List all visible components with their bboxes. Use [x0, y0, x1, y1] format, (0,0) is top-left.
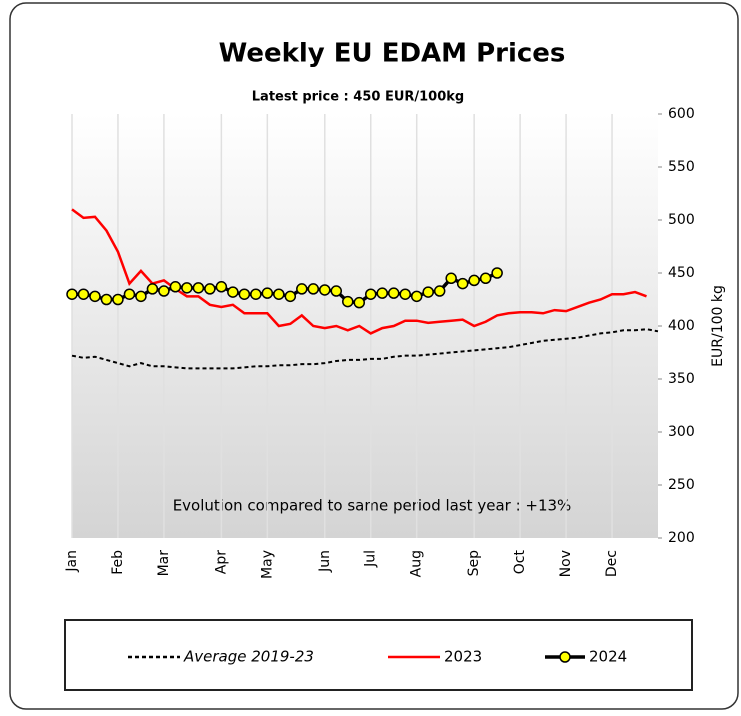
legend-marker — [559, 651, 571, 663]
marker — [284, 290, 297, 303]
y-tick-label: 550 — [668, 159, 695, 175]
marker — [376, 287, 388, 299]
marker — [342, 295, 354, 308]
x-tick-label: Mar — [156, 550, 172, 577]
marker — [353, 296, 366, 309]
marker — [491, 267, 503, 279]
series-line — [71, 208, 647, 335]
marker — [181, 282, 193, 294]
series-line — [71, 328, 659, 370]
marker — [89, 290, 101, 303]
marker — [135, 290, 147, 303]
marker — [66, 288, 78, 300]
marker — [410, 290, 423, 303]
y-tick-label: 450 — [668, 265, 695, 281]
marker — [169, 281, 182, 293]
marker — [100, 293, 113, 306]
marker — [215, 281, 228, 293]
marker — [422, 286, 434, 298]
legend — [64, 619, 693, 691]
x-tick-label: Oct — [512, 550, 528, 575]
legend-label: 2023 — [444, 648, 482, 666]
marker — [387, 287, 400, 299]
y-tick-label: 350 — [668, 371, 695, 387]
marker — [158, 285, 170, 297]
marker — [399, 288, 411, 300]
x-tick-label: Jun — [317, 550, 333, 573]
y-tick-label: 200 — [668, 530, 695, 546]
marker — [77, 288, 90, 300]
marker — [112, 293, 124, 306]
plot-area — [72, 114, 658, 538]
marker — [330, 285, 343, 297]
x-tick-label: Nov — [558, 550, 574, 577]
marker — [227, 286, 239, 298]
chart-subtitle: Latest price : 450 EUR/100kg — [252, 90, 464, 105]
y-tick-label: 500 — [668, 212, 695, 228]
legend-label: Average 2019-23 — [183, 648, 314, 666]
marker — [468, 274, 480, 287]
y-tick-label: 600 — [668, 106, 695, 122]
marker — [238, 288, 251, 300]
marker — [319, 284, 331, 296]
y-axis-title: EUR/100 kg — [710, 285, 726, 367]
x-tick-label: Feb — [110, 550, 126, 575]
y-tick-label: 300 — [668, 424, 695, 440]
y-tick-label: 250 — [668, 477, 695, 493]
marker — [456, 277, 469, 290]
marker — [192, 282, 205, 294]
x-tick-label: Sep — [466, 550, 482, 577]
y-tick-label: 400 — [668, 318, 695, 334]
chart-title: Weekly EU EDAM Prices — [219, 39, 566, 69]
x-tick-label: Jan — [64, 550, 80, 573]
marker — [250, 288, 262, 300]
marker — [261, 287, 274, 299]
marker — [204, 283, 216, 295]
marker — [364, 288, 377, 300]
legend-label: 2024 — [589, 648, 627, 666]
marker — [273, 288, 285, 300]
x-tick-label: Jul — [363, 550, 379, 568]
marker — [479, 272, 492, 285]
x-tick-label: Apr — [213, 550, 229, 574]
marker — [146, 283, 159, 295]
marker — [296, 283, 308, 295]
marker — [123, 288, 136, 300]
x-tick-label: Dec — [604, 550, 620, 577]
marker — [433, 285, 446, 297]
x-tick-label: May — [259, 550, 275, 579]
marker — [307, 283, 320, 295]
x-tick-label: Aug — [409, 550, 425, 577]
annotation: Evolution compared to same period last y… — [173, 497, 572, 515]
marker — [445, 272, 457, 285]
